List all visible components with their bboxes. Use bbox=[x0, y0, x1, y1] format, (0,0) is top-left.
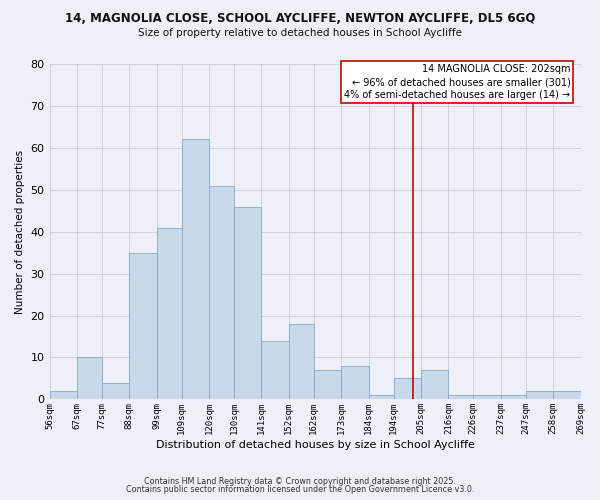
Text: Size of property relative to detached houses in School Aycliffe: Size of property relative to detached ho… bbox=[138, 28, 462, 38]
Bar bbox=[394, 378, 421, 400]
X-axis label: Distribution of detached houses by size in School Aycliffe: Distribution of detached houses by size … bbox=[155, 440, 475, 450]
Bar bbox=[368, 395, 394, 400]
Bar bbox=[341, 366, 368, 400]
Bar bbox=[314, 370, 341, 400]
Bar bbox=[448, 395, 473, 400]
Bar bbox=[526, 391, 553, 400]
Text: 14, MAGNOLIA CLOSE, SCHOOL AYCLIFFE, NEWTON AYCLIFFE, DL5 6GQ: 14, MAGNOLIA CLOSE, SCHOOL AYCLIFFE, NEW… bbox=[65, 12, 535, 26]
Bar bbox=[102, 382, 130, 400]
Y-axis label: Number of detached properties: Number of detached properties bbox=[15, 150, 25, 314]
Bar bbox=[501, 395, 526, 400]
Bar bbox=[421, 370, 448, 400]
Bar bbox=[289, 324, 314, 400]
Bar bbox=[130, 252, 157, 400]
Bar bbox=[182, 140, 209, 400]
Bar bbox=[234, 206, 262, 400]
Bar bbox=[553, 391, 581, 400]
Text: Contains HM Land Registry data © Crown copyright and database right 2025.: Contains HM Land Registry data © Crown c… bbox=[144, 477, 456, 486]
Text: Contains public sector information licensed under the Open Government Licence v3: Contains public sector information licen… bbox=[126, 485, 474, 494]
Bar bbox=[157, 228, 182, 400]
Bar bbox=[209, 186, 234, 400]
Bar bbox=[262, 340, 289, 400]
Text: 14 MAGNOLIA CLOSE: 202sqm
← 96% of detached houses are smaller (301)
4% of semi-: 14 MAGNOLIA CLOSE: 202sqm ← 96% of detac… bbox=[344, 64, 571, 100]
Bar bbox=[50, 391, 77, 400]
Bar bbox=[473, 395, 501, 400]
Bar bbox=[77, 358, 102, 400]
